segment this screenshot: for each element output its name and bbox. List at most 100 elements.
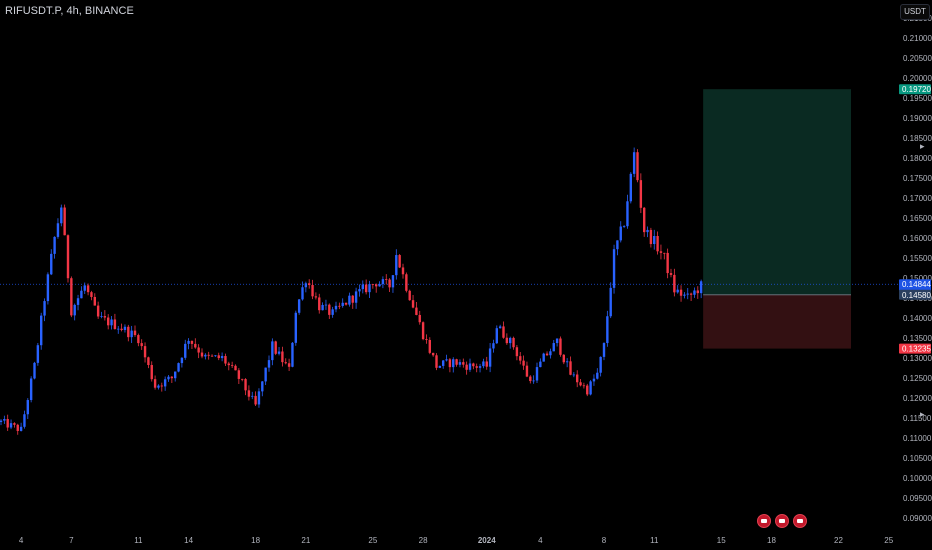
candle [552, 339, 555, 352]
chevron-right-icon[interactable]: ▸ [920, 141, 925, 151]
candle [555, 338, 559, 347]
candle [184, 339, 187, 360]
candle-body [375, 284, 378, 287]
candle [354, 287, 358, 309]
time-axis: 4 7 11 14 18 21 25 28 2024 4 8 11 15 18 22 25 [19, 536, 894, 545]
candle [492, 339, 495, 353]
candle-body [458, 362, 462, 365]
candle-body [341, 302, 344, 306]
us-flag-icon[interactable] [793, 514, 807, 528]
candle [301, 281, 304, 301]
candle [117, 326, 120, 334]
candle-body [555, 338, 559, 344]
time-tick-label: 2024 [478, 536, 496, 545]
candle [277, 346, 281, 356]
candle-body [696, 290, 699, 294]
candle-body [525, 365, 529, 377]
candle [110, 316, 113, 330]
candle [629, 172, 632, 204]
candle-body [63, 207, 66, 236]
candle-body [589, 381, 592, 395]
candle [391, 274, 395, 293]
chevron-right-icon[interactable]: ▸ [920, 409, 925, 419]
candle [153, 375, 157, 390]
candle-body [364, 284, 368, 293]
candle [120, 323, 123, 332]
candle [318, 293, 321, 314]
candle-body [331, 309, 334, 315]
candle [100, 311, 103, 319]
candle [418, 310, 421, 325]
candle-body [127, 326, 130, 338]
candle [529, 375, 532, 384]
price-tick-label: 0.21000 [903, 34, 932, 43]
candle-body [271, 341, 274, 361]
target-zone[interactable] [703, 89, 851, 295]
candle [271, 338, 274, 366]
candle [267, 355, 271, 372]
candle-body [56, 223, 60, 237]
candle-body [395, 255, 398, 276]
candle [6, 414, 9, 431]
candle [133, 325, 137, 337]
entry-price-label-text: 0.14580 [902, 291, 931, 300]
candle-body [676, 289, 679, 293]
candle-body [96, 305, 100, 317]
candle [207, 351, 210, 360]
candle [693, 287, 696, 298]
candle [63, 204, 66, 236]
candle-body [529, 376, 532, 382]
target-price-label[interactable]: 0.19720 [899, 84, 931, 95]
candle [187, 338, 190, 350]
candle [163, 376, 167, 391]
candle [147, 356, 150, 369]
stop-zone[interactable] [703, 294, 851, 349]
candle-body [140, 343, 143, 347]
candle [458, 359, 462, 368]
currency-unit-button[interactable]: USDT [900, 4, 930, 20]
chart-title[interactable]: RIFUSDT.P, 4h, BINANCE [5, 5, 134, 17]
candle [656, 231, 659, 255]
candle [274, 340, 277, 356]
candle [381, 276, 385, 289]
candle-body [582, 385, 586, 387]
stop-price-label[interactable]: 0.13235 [899, 343, 931, 354]
candle [113, 313, 117, 330]
candle [244, 378, 247, 396]
candle [375, 283, 378, 293]
us-flag-icon[interactable] [757, 514, 771, 528]
candle [16, 423, 19, 435]
time-tick-label: 15 [717, 536, 726, 545]
candle-body [569, 361, 572, 375]
entry-price-label[interactable]: 0.14580 [899, 289, 931, 300]
candle-body [683, 294, 686, 296]
candle-body [411, 300, 415, 308]
candle [619, 221, 622, 243]
candle [468, 358, 472, 372]
candle-body [609, 287, 612, 317]
candle-body [66, 235, 70, 279]
price-tick-label: 0.12500 [903, 374, 932, 383]
time-tick-label: 7 [69, 536, 74, 545]
time-tick-label: 4 [19, 536, 24, 545]
candle [80, 286, 83, 299]
candle [462, 358, 465, 368]
candle-body [160, 385, 163, 387]
candle [639, 173, 643, 214]
us-flag-icon[interactable] [775, 514, 789, 528]
price-tick-label: 0.11000 [903, 434, 932, 443]
candle-body [16, 424, 19, 431]
time-tick-label: 8 [602, 536, 607, 545]
candle-body [421, 322, 425, 340]
candle-body [629, 173, 632, 202]
candle [626, 194, 629, 229]
price-tick-label: 0.10000 [903, 474, 932, 483]
candle-body [187, 340, 190, 344]
candle [545, 351, 549, 356]
candle-body [13, 423, 16, 425]
candle-body [43, 301, 46, 316]
candle-body [177, 363, 180, 372]
price-tick-label: 0.16000 [903, 234, 932, 243]
candle [338, 302, 341, 310]
